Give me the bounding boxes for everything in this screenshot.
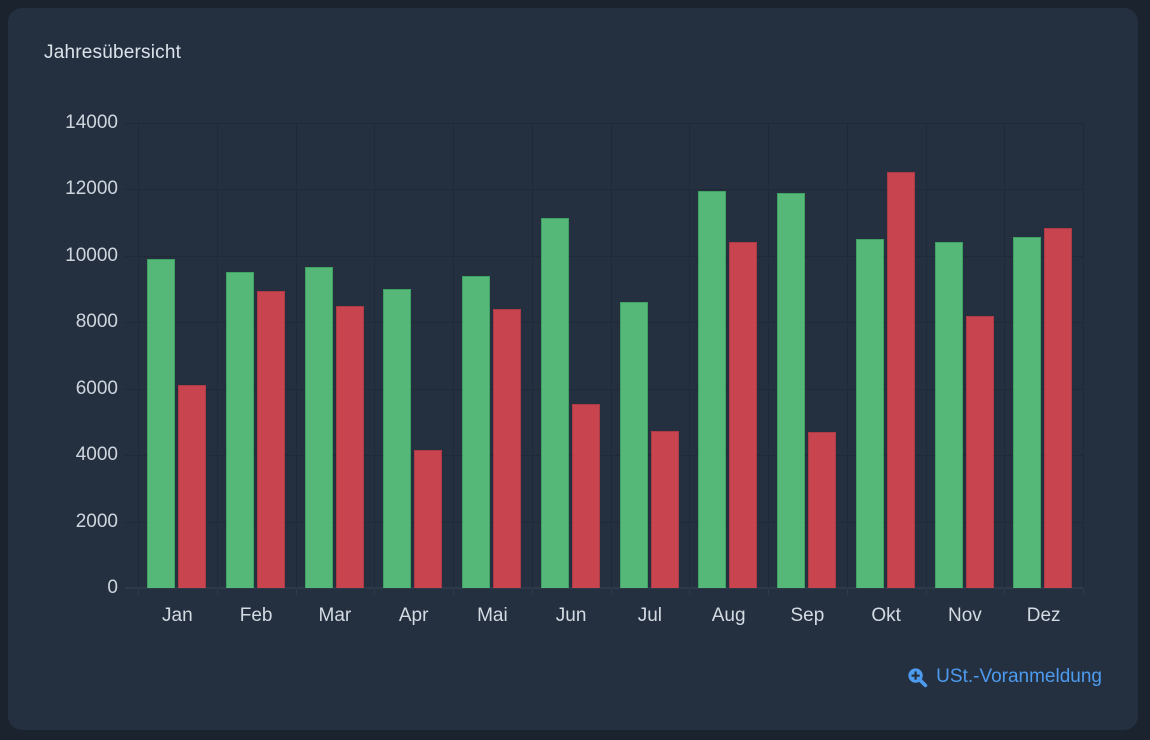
x-tick-label: Okt — [871, 605, 901, 626]
gridline — [125, 322, 1083, 324]
gridline — [125, 455, 1083, 457]
bar-red-Feb[interactable] — [256, 291, 285, 588]
gridline — [1004, 123, 1006, 588]
gridline — [125, 255, 1083, 257]
gridline — [125, 123, 1083, 124]
zoom-in-icon — [908, 667, 928, 687]
y-tick-label: 4000 — [75, 444, 118, 466]
x-tick-label: Jul — [637, 605, 663, 626]
gridline — [216, 123, 218, 588]
bar-green-Dez[interactable] — [1013, 237, 1042, 588]
bar-green-Nov[interactable] — [934, 242, 963, 588]
bar-green-Jun[interactable] — [540, 218, 569, 588]
x-tick-label: Apr — [398, 605, 429, 626]
gridline — [374, 123, 376, 588]
bar-red-Nov[interactable] — [965, 316, 994, 588]
x-tick-label: Mai — [477, 605, 508, 626]
x-axis-tick — [610, 588, 612, 595]
gridline — [768, 123, 769, 588]
gridline — [138, 123, 139, 588]
x-axis-tick — [768, 588, 769, 595]
bar-green-Mar[interactable] — [304, 267, 333, 588]
x-tick-label: Nov — [947, 605, 982, 626]
bar-red-Mai[interactable] — [493, 309, 521, 588]
bar-red-Sep[interactable] — [808, 432, 836, 588]
x-axis-line — [125, 587, 1083, 589]
bar-red-Apr[interactable] — [414, 450, 443, 588]
bar-green-Jul[interactable] — [619, 302, 648, 588]
x-axis-tick — [295, 588, 297, 595]
page-title: Jahresübersicht — [44, 42, 182, 63]
gridline — [125, 388, 1083, 390]
bar-green-Sep[interactable] — [777, 193, 805, 588]
x-axis-tick — [531, 588, 533, 595]
x-tick-label: Jan — [162, 605, 193, 626]
y-tick-label: 0 — [107, 577, 118, 598]
bar-green-Apr[interactable] — [383, 289, 412, 588]
bar-red-Okt[interactable] — [886, 172, 915, 588]
gridline — [295, 123, 297, 588]
y-tick-label: 12000 — [65, 178, 118, 200]
x-axis-tick — [1083, 588, 1084, 595]
y-tick-label: 14000 — [65, 112, 118, 133]
gridline — [1083, 123, 1084, 588]
y-tick-label: 8000 — [75, 311, 118, 333]
x-tick-label: Jun — [555, 605, 587, 626]
y-tick-label: 2000 — [75, 510, 118, 532]
x-axis-tick — [374, 588, 376, 595]
x-axis-tick — [689, 588, 691, 595]
bar-red-Aug[interactable] — [729, 242, 758, 588]
link-label: USt.-Voranmeldung — [936, 666, 1102, 687]
bar-green-Feb[interactable] — [225, 272, 254, 588]
y-tick-label: 6000 — [75, 377, 118, 399]
x-axis-tick — [453, 588, 454, 595]
bar-red-Jun[interactable] — [571, 404, 600, 588]
gridline — [453, 123, 454, 588]
gridline — [531, 123, 533, 588]
gridline — [689, 123, 691, 588]
bar-red-Jul[interactable] — [650, 431, 679, 588]
gridline — [925, 123, 927, 588]
ust-voranmeldung-link[interactable]: USt.-Voranmeldung — [907, 666, 1102, 688]
year-overview-card: Jahresübersicht 0 2000 4000 6000 8000 10000 12… — [8, 8, 1138, 730]
x-axis-tick — [846, 588, 848, 595]
x-axis-tick — [216, 588, 218, 595]
y-tick-label: 10000 — [65, 244, 118, 266]
bar-green-Mai[interactable] — [462, 276, 490, 588]
gridline — [610, 123, 612, 588]
bar-red-Mar[interactable] — [335, 306, 364, 588]
bar-red-Dez[interactable] — [1044, 228, 1073, 588]
gridline — [125, 189, 1083, 191]
x-axis-tick — [1004, 588, 1006, 595]
plot-area — [125, 123, 1084, 595]
bar-green-Jan[interactable] — [147, 259, 175, 588]
x-tick-label: Feb — [239, 605, 273, 626]
x-tick-label: Sep — [790, 605, 825, 626]
x-tick-label: Dez — [1026, 605, 1061, 626]
x-axis-tick — [925, 588, 927, 595]
bar-chart: 0 2000 4000 6000 8000 10000 12000 14000 Jan Feb M… — [8, 8, 1138, 730]
x-tick-label: Mar — [318, 605, 352, 626]
bar-green-Aug[interactable] — [698, 191, 727, 588]
bar-red-Jan[interactable] — [178, 385, 206, 588]
x-axis-tick — [138, 588, 139, 595]
gridline — [125, 521, 1083, 523]
x-tick-label: Aug — [711, 605, 746, 626]
bar-green-Okt[interactable] — [855, 239, 884, 588]
gridline — [846, 123, 848, 588]
